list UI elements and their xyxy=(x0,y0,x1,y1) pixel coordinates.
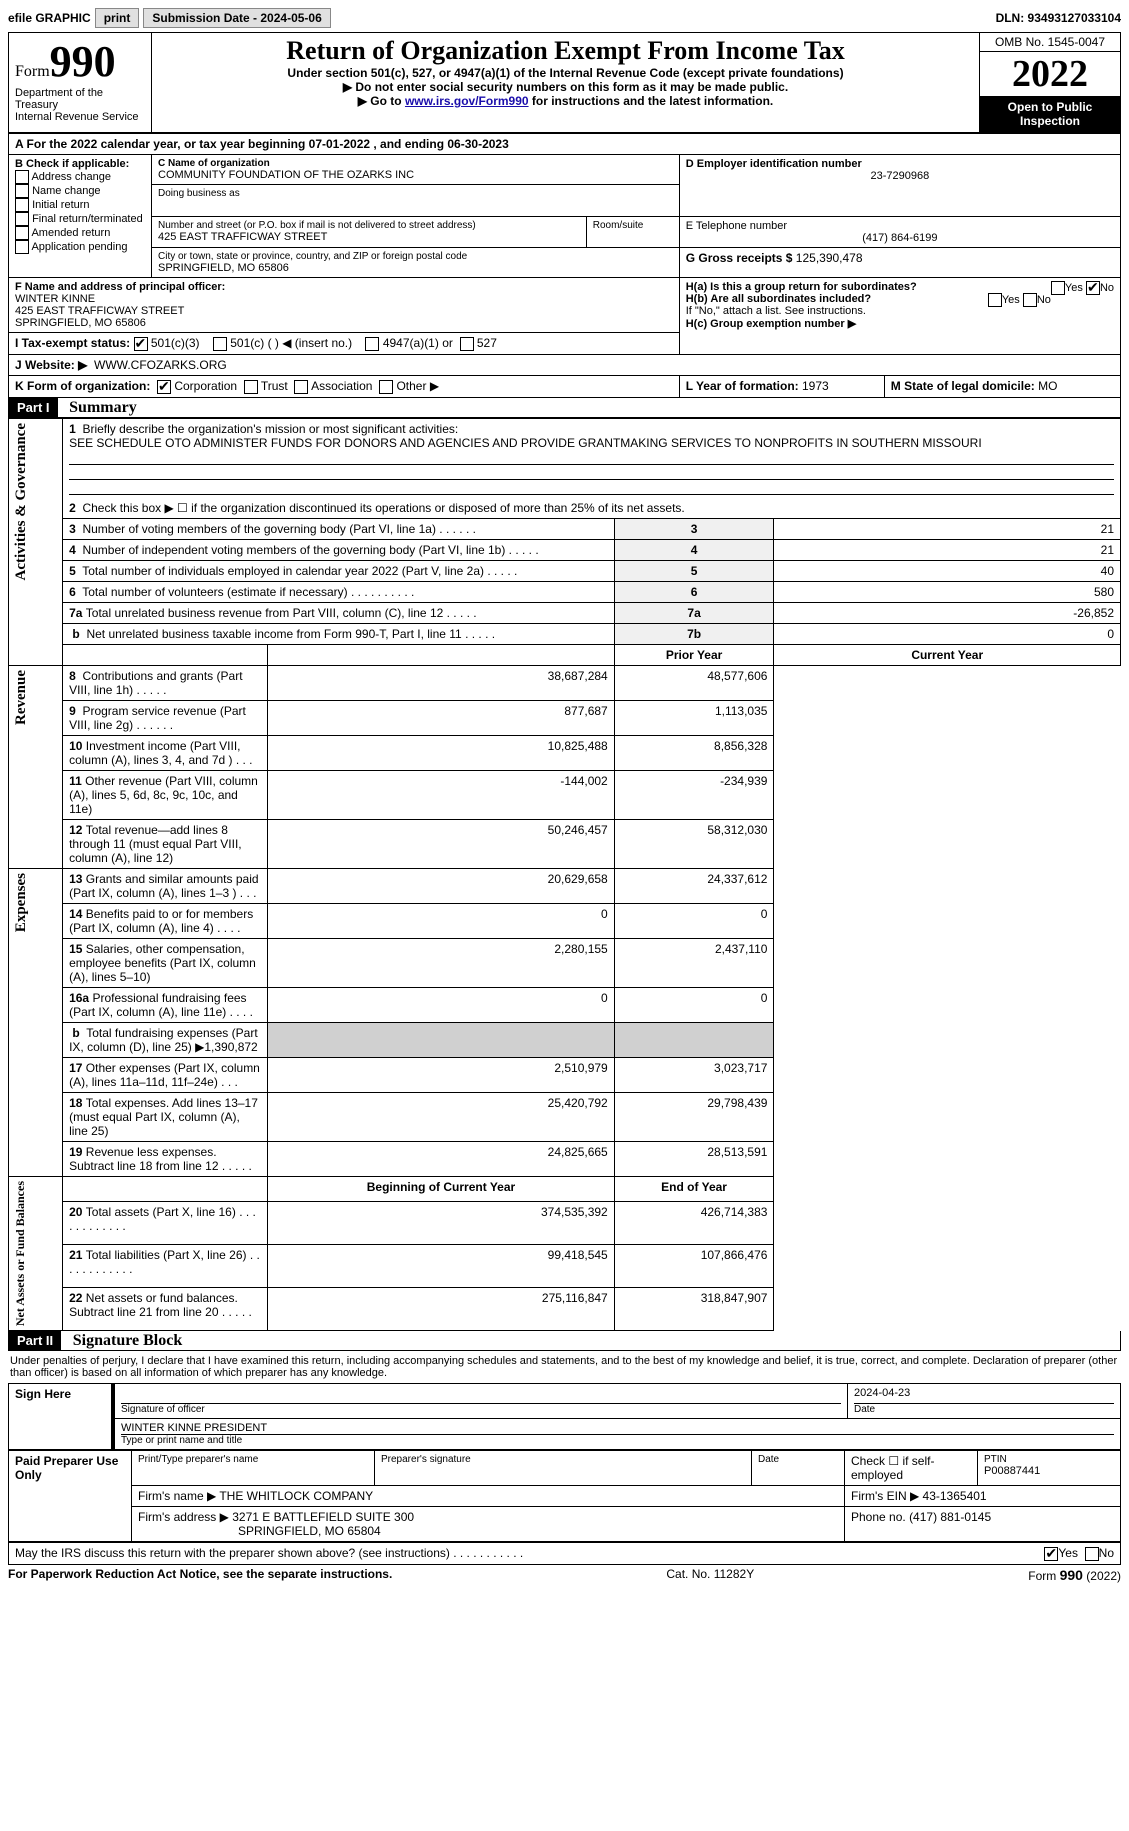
net-assets-label: Net Assets or Fund Balances xyxy=(9,1177,32,1330)
summary-row: 6 Total number of volunteers (estimate i… xyxy=(9,581,1121,602)
city-value: SPRINGFIELD, MO 65806 xyxy=(158,262,673,274)
part-ii-bar: Part II xyxy=(9,1331,61,1350)
irs-label: Internal Revenue Service xyxy=(15,111,145,123)
q2-text: Check this box ▶ ☐ if the organization d… xyxy=(82,501,684,515)
g-label: G Gross receipts $ xyxy=(686,251,793,265)
line-a: A For the 2022 calendar year, or tax yea… xyxy=(9,134,1121,155)
phone-value: (417) 864-6199 xyxy=(686,232,1114,244)
form-footer: Form 990 (2022) xyxy=(1028,1567,1121,1583)
entity-block: A For the 2022 calendar year, or tax yea… xyxy=(8,133,1121,398)
gross-receipts: 125,390,478 xyxy=(796,251,863,265)
instr-2: ▶ Go to www.irs.gov/Form990 for instruct… xyxy=(158,94,973,108)
summary-row: 5 Total number of individuals employed i… xyxy=(9,560,1121,581)
b-label: B Check if applicable: xyxy=(15,158,145,170)
officer-city: SPRINGFIELD, MO 65806 xyxy=(15,317,673,329)
street-value: 425 EAST TRAFFICWAY STREET xyxy=(158,231,580,243)
form-title: Return of Organization Exempt From Incom… xyxy=(158,36,973,66)
d-label: D Employer identification number xyxy=(686,158,1114,170)
b-opt-2: Initial return xyxy=(15,198,145,212)
expenses-label: Expenses xyxy=(9,869,34,936)
sig-officer-label: Signature of officer xyxy=(121,1404,841,1415)
sig-date-label: Date xyxy=(854,1404,1114,1415)
sig-date: 2024-04-23 xyxy=(854,1387,1114,1404)
paid-prep-label: Paid Preparer Use Only xyxy=(9,1450,132,1541)
print-name: WINTER KINNE PRESIDENT xyxy=(121,1422,1114,1435)
form-word: Form xyxy=(15,63,50,80)
b-opt-1: Name change xyxy=(15,184,145,198)
b-opt-0: Address change xyxy=(15,170,145,184)
part-i-table: Activities & Governance 1 Briefly descri… xyxy=(8,418,1121,1331)
tax-year: 2022 xyxy=(980,52,1120,96)
f-label: F Name and address of principal officer: xyxy=(15,281,225,293)
activities-label: Activities & Governance xyxy=(9,419,34,584)
dba-label: Doing business as xyxy=(158,188,673,199)
org-name: COMMUNITY FOUNDATION OF THE OZARKS INC xyxy=(158,169,673,181)
instr-1: ▶ Do not enter social security numbers o… xyxy=(158,80,973,94)
footer-block: May the IRS discuss this return with the… xyxy=(8,1542,1121,1565)
pra-notice: For Paperwork Reduction Act Notice, see … xyxy=(8,1567,392,1583)
form-subtitle: Under section 501(c), 527, or 4947(a)(1)… xyxy=(158,66,973,80)
summary-row: 3 Number of voting members of the govern… xyxy=(9,518,1121,539)
b-opt-4: Amended return xyxy=(15,226,145,240)
irs-link[interactable]: www.irs.gov/Form990 xyxy=(405,94,529,108)
form-number: 990 xyxy=(50,37,116,86)
print-name-label: Type or print name and title xyxy=(121,1435,1114,1446)
discuss-question: May the IRS discuss this return with the… xyxy=(9,1542,1121,1564)
part-ii-title: Signature Block xyxy=(65,1332,183,1349)
line-j: J Website: ▶ WWW.CFOZARKS.ORG xyxy=(9,354,1121,375)
top-bar: efile GRAPHIC print Submission Date - 20… xyxy=(8,8,1121,28)
ein-value: 23-7290968 xyxy=(686,170,1114,182)
b-opt-5: Application pending xyxy=(15,240,145,254)
e-label: E Telephone number xyxy=(686,220,1114,232)
hc-label: H(c) Group exemption number ▶ xyxy=(686,317,1114,330)
officer-name: WINTER KINNE xyxy=(15,293,673,305)
line-l: L Year of formation: 1973 xyxy=(679,375,884,397)
form-header: Form990 Department of the Treasury Inter… xyxy=(8,32,1121,133)
submission-date: Submission Date - 2024-05-06 xyxy=(143,8,330,28)
c-name-label: C Name of organization xyxy=(158,158,673,169)
summary-row: 7a Total unrelated business revenue from… xyxy=(9,602,1121,623)
mission-text: SEE SCHEDULE OTO ADMINISTER FUNDS FOR DO… xyxy=(69,436,982,450)
line-m: M State of legal domicile: MO xyxy=(884,375,1120,397)
line-k: K Form of organization: Corporation Trus… xyxy=(9,375,680,397)
summary-row: b Net unrelated business taxable income … xyxy=(9,623,1121,644)
sign-here-label: Sign Here xyxy=(9,1383,114,1449)
dept-label: Department of the Treasury xyxy=(15,87,145,111)
ha-question: H(a) Is this a group return for subordin… xyxy=(686,281,1114,293)
summary-row: 4 Number of independent voting members o… xyxy=(9,539,1121,560)
officer-street: 425 EAST TRAFFICWAY STREET xyxy=(15,305,673,317)
cat-no: Cat. No. 11282Y xyxy=(666,1567,754,1583)
declaration-text: Under penalties of perjury, I declare th… xyxy=(8,1351,1121,1383)
open-inspection: Open to Public Inspection xyxy=(980,96,1120,132)
hb-question: H(b) Are all subordinates included? Yes … xyxy=(686,293,1114,305)
revenue-label: Revenue xyxy=(9,666,34,729)
part-i-title: Summary xyxy=(61,399,137,416)
efile-label: efile GRAPHIC xyxy=(8,11,91,25)
b-opt-3: Final return/terminated xyxy=(15,212,145,226)
room-label: Room/suite xyxy=(593,220,673,231)
line-i: I Tax-exempt status: 501(c)(3) 501(c) ( … xyxy=(9,333,680,355)
q1-label: Briefly describe the organization's miss… xyxy=(82,422,458,436)
street-label: Number and street (or P.O. box if mail i… xyxy=(158,220,580,231)
dln-label: DLN: 93493127033104 xyxy=(996,11,1121,25)
signature-block: Sign Here Signature of officer 2024-04-2… xyxy=(8,1383,1121,1450)
city-label: City or town, state or province, country… xyxy=(158,251,673,262)
part-i-bar: Part I xyxy=(9,398,58,417)
preparer-block: Paid Preparer Use Only Print/Type prepar… xyxy=(8,1450,1121,1542)
print-button[interactable]: print xyxy=(95,8,140,28)
omb-number: OMB No. 1545-0047 xyxy=(980,33,1120,52)
